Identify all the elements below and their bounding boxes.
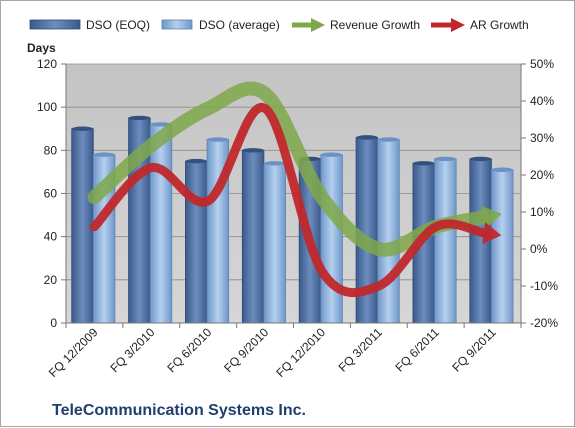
bar-dso-eoq — [185, 160, 208, 324]
y-tick-label: 100 — [37, 100, 57, 114]
x-tick-label: FQ 9/2010 — [221, 325, 271, 375]
y-tick-label: 40 — [44, 230, 58, 244]
bar-dso-average — [434, 158, 457, 324]
bar-top-dso-average — [377, 137, 400, 142]
x-tick-label: FQ 3/2011 — [336, 325, 386, 375]
bar-top-dso-eoq — [469, 156, 492, 162]
y2-tick-label: 0% — [530, 242, 548, 256]
y2-tick-label: 20% — [530, 168, 554, 182]
legend-swatch-dso-average — [161, 19, 193, 30]
y2-tick-label: 10% — [530, 205, 554, 219]
legend-arrow-revenue-growth — [292, 18, 325, 32]
y2-axis-ticks: -20% -10% 0% 10% 20% 30% 40% 50% — [521, 57, 558, 330]
y2-tick-label: 50% — [530, 57, 554, 71]
bar-top-dso-average — [320, 152, 343, 157]
bar-top-dso-average — [93, 152, 115, 157]
legend-label-revenue-growth: Revenue Growth — [330, 18, 420, 32]
x-tick-label: FQ 3/2010 — [107, 325, 157, 375]
bar-top-dso-average — [263, 161, 286, 166]
legend-label-dso-average: DSO (average) — [199, 18, 280, 32]
bar-top-dso-average — [207, 137, 229, 142]
bar-dso-average — [320, 154, 343, 324]
legend-arrow-ar-growth — [431, 18, 465, 32]
bar-top-dso-eoq — [412, 161, 435, 166]
x-tick-label: FQ 9/2011 — [449, 325, 499, 375]
growth-lines — [87, 81, 502, 298]
bar-top-dso-eoq — [185, 158, 208, 164]
y2-tick-label: 40% — [530, 94, 554, 108]
y-tick-label: 0 — [50, 316, 57, 330]
company-name: TeleCommunication Systems Inc. — [52, 402, 306, 419]
bar-dso-average — [491, 169, 514, 324]
bar-top-dso-eoq — [242, 148, 264, 153]
bar-dso-eoq — [241, 149, 265, 324]
y-axis-ticks: 0 20 40 60 80 100 120 — [37, 57, 66, 330]
legend-label-dso-eoq: DSO (EOQ) — [86, 18, 150, 32]
x-tick-label: FQ 6/2011 — [392, 325, 442, 375]
y-tick-label: 20 — [44, 273, 58, 287]
y2-tick-label: -10% — [530, 279, 558, 293]
bar-dso-average — [149, 124, 173, 324]
bar-top-dso-eoq — [71, 126, 94, 131]
legend-label-ar-growth: AR Growth — [470, 18, 529, 32]
legend-swatch-dso-eoq — [29, 19, 81, 30]
bar-top-dso-eoq — [356, 135, 378, 140]
bar-top-dso-average — [491, 167, 514, 172]
bar-top-dso-average — [434, 156, 457, 162]
y-tick-label: 80 — [44, 143, 58, 157]
y-tick-label: 120 — [37, 57, 57, 71]
line-ar-growth — [89, 103, 489, 298]
x-axis-ticks: FQ 12/2009 FQ 3/2010 FQ 6/2010 FQ 9/2010 FQ … — [46, 323, 522, 380]
y-axis-title: Days — [27, 41, 56, 55]
arrowhead-ar-growth — [482, 222, 502, 244]
x-tick-label: FQ 12/2009 — [46, 325, 101, 380]
y-tick-label: 60 — [44, 187, 58, 201]
x-tick-label: FQ 12/2010 — [273, 325, 328, 380]
y2-tick-label: -20% — [530, 316, 558, 330]
bar-top-dso-eoq — [128, 115, 151, 121]
y2-tick-label: 30% — [530, 131, 554, 145]
bar-dso-average — [263, 162, 286, 324]
bar-dso-average — [377, 139, 400, 324]
legend: DSO (EOQ) DSO (average) Revenue Growth A… — [29, 18, 529, 32]
x-tick-label: FQ 6/2010 — [164, 325, 214, 375]
